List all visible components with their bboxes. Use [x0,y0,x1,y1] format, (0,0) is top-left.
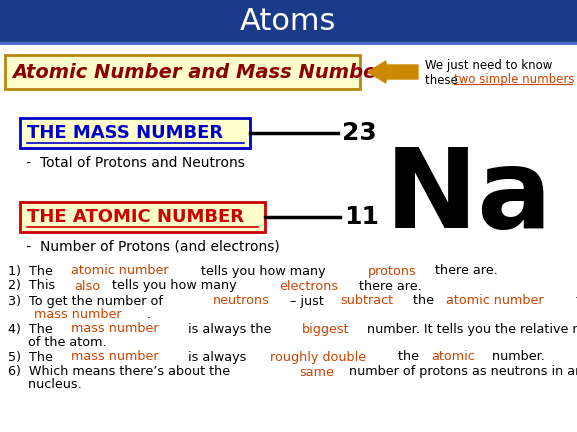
Text: biggest: biggest [302,323,350,336]
Text: these: these [425,73,462,86]
Text: also: also [74,280,100,292]
Text: number. It tells you the relative mass: number. It tells you the relative mass [364,323,577,336]
Text: mass number: mass number [71,323,159,336]
Text: roughly double: roughly double [270,350,366,363]
Text: tells you how many: tells you how many [197,264,329,277]
Text: 4)  The: 4) The [8,323,57,336]
Text: Na: Na [385,144,553,251]
Text: tells you how many: tells you how many [108,280,241,292]
Text: number.: number. [488,350,545,363]
Text: number of protons as neutrons in any: number of protons as neutrons in any [345,365,577,378]
Text: atomic number: atomic number [71,264,168,277]
Text: Atomic Number and Mass Number: Atomic Number and Mass Number [12,64,386,83]
Text: .: . [147,308,151,321]
Text: -  Total of Protons and Neutrons: - Total of Protons and Neutrons [22,156,245,170]
Text: subtract: subtract [340,295,394,308]
Text: same: same [300,365,335,378]
Text: 6)  Which means there’s about the: 6) Which means there’s about the [8,365,234,378]
Bar [0,0,577,42]
Text: is always: is always [184,350,250,363]
Text: two simple numbers: two simple numbers [454,73,575,86]
Bar [20,118,250,148]
FancyArrow shape [368,61,418,83]
Text: 2)  This: 2) This [8,280,59,292]
Text: – just: – just [286,295,328,308]
Text: -  Number of Protons (and electrons): - Number of Protons (and electrons) [22,240,280,254]
Text: neutrons: neutrons [213,295,270,308]
Text: is always the: is always the [184,323,275,336]
Text: from the: from the [572,295,577,308]
Text: electrons: electrons [279,280,338,292]
Text: 3)  To get the number of: 3) To get the number of [8,295,167,308]
Bar [20,202,265,232]
Text: atomic number: atomic number [447,295,544,308]
Text: 5)  The: 5) The [8,350,57,363]
Text: THE ATOMIC NUMBER: THE ATOMIC NUMBER [27,208,244,226]
Text: THE MASS NUMBER: THE MASS NUMBER [27,124,223,142]
Text: We just need to know: We just need to know [425,58,552,72]
Text: there are.: there are. [355,280,422,292]
Text: nucleus.: nucleus. [8,378,82,391]
Text: protons: protons [368,264,417,277]
Text: mass number: mass number [71,350,159,363]
Text: of the atom.: of the atom. [8,336,107,349]
Text: the: the [409,295,438,308]
Text: 11: 11 [344,205,379,229]
Text: the: the [394,350,423,363]
Text: atomic: atomic [431,350,475,363]
Text: 23: 23 [342,121,377,145]
Bar [5,55,360,89]
Text: 1)  The: 1) The [8,264,57,277]
Text: Atoms: Atoms [240,6,336,35]
Text: there are.: there are. [431,264,498,277]
Text: mass number: mass number [34,308,121,321]
